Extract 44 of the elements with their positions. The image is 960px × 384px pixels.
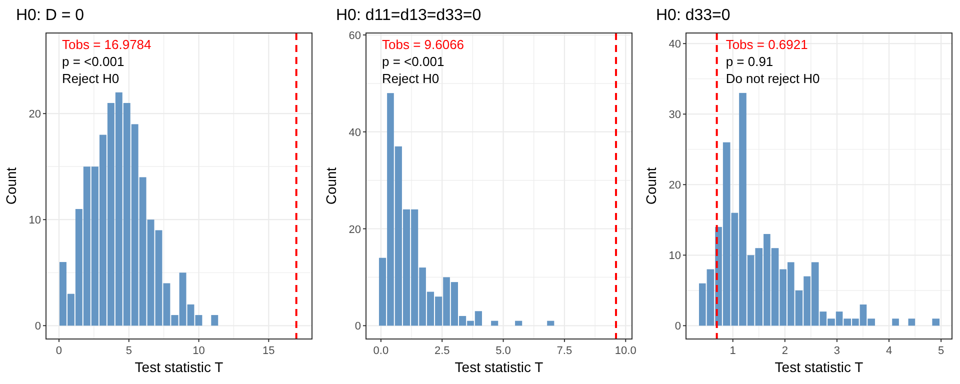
annotation: Tobs = 9.6066: [382, 37, 464, 52]
y-axis-title: Count: [3, 167, 19, 205]
x-tick-label: 0.0: [373, 345, 389, 357]
chart-title: H0: d11=d13=d33=0: [336, 7, 482, 24]
y-tick-label: 20: [668, 180, 681, 192]
annotation: Reject H0: [62, 71, 120, 86]
x-tick-label: 1: [730, 345, 736, 357]
y-tick-label: 0: [34, 320, 41, 333]
y-tick-label: 0: [354, 320, 361, 333]
x-tick-label: 15: [262, 345, 275, 357]
y-tick-label: 10: [28, 214, 41, 227]
x-tick-label: 2: [782, 345, 788, 357]
x-tick-label: 3: [834, 345, 840, 357]
annotation: p = <0.001: [62, 54, 124, 69]
y-tick-label: 10: [668, 250, 681, 262]
annotation: Reject H0: [382, 71, 440, 86]
x-axis-title: Test statistic T: [454, 359, 544, 375]
y-tick-label: 40: [668, 38, 681, 51]
x-tick-label: 2.5: [434, 345, 450, 357]
x-tick-label: 0: [56, 345, 62, 357]
x-tick-label: 10: [192, 345, 205, 357]
chart-title: H0: D = 0: [16, 7, 84, 24]
y-axis-title: Count: [323, 167, 339, 205]
y-tick-label: 0: [674, 320, 681, 333]
y-tick-label: 60: [348, 30, 361, 42]
chart-title: H0: d33=0: [656, 7, 730, 24]
x-tick-label: 4: [886, 345, 892, 357]
annotation: Do not reject H0: [726, 71, 820, 86]
x-tick-label: 7.5: [556, 345, 572, 357]
annotation: p = 0.91: [726, 54, 774, 69]
x-axis-title: Test statistic T: [774, 359, 864, 375]
x-tick-label: 5.0: [496, 345, 511, 357]
x-tick-label: 10.0: [614, 345, 636, 357]
y-tick-label: 30: [668, 109, 681, 122]
annotation: Tobs = 16.9784: [62, 37, 152, 52]
y-axis-title: Count: [643, 167, 659, 205]
x-tick-label: 5: [938, 345, 944, 357]
y-tick-label: 20: [28, 108, 41, 121]
annotation: Tobs = 0.6921: [726, 37, 808, 52]
y-tick-label: 40: [348, 126, 361, 139]
x-axis-title: Test statistic T: [134, 359, 224, 375]
x-tick-label: 5: [126, 345, 132, 357]
annotation: p = <0.001: [382, 54, 444, 69]
y-tick-label: 20: [348, 224, 361, 236]
